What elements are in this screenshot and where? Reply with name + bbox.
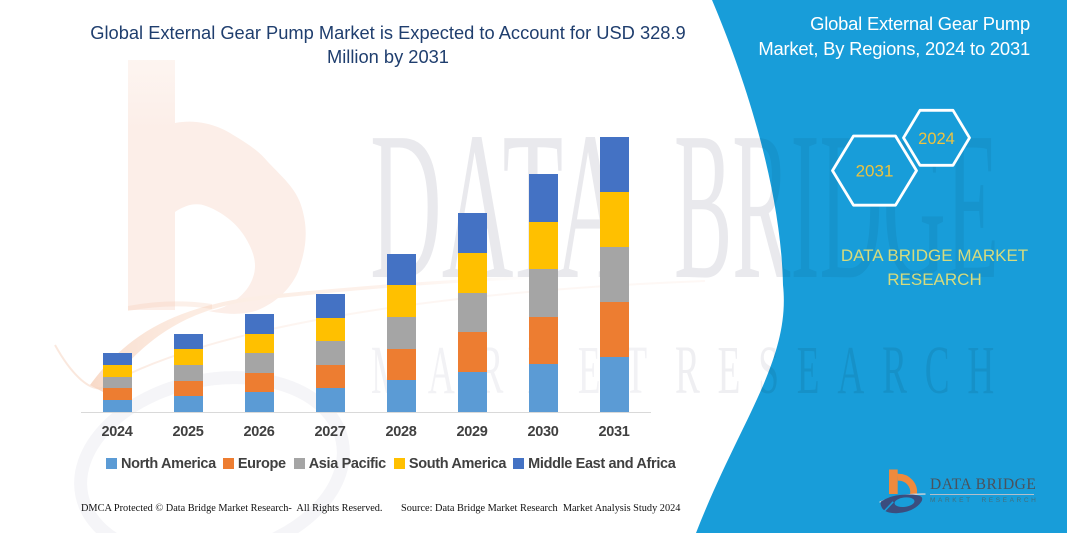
- svg-text:2031: 2031: [856, 162, 894, 181]
- svg-text:2024: 2024: [918, 130, 955, 148]
